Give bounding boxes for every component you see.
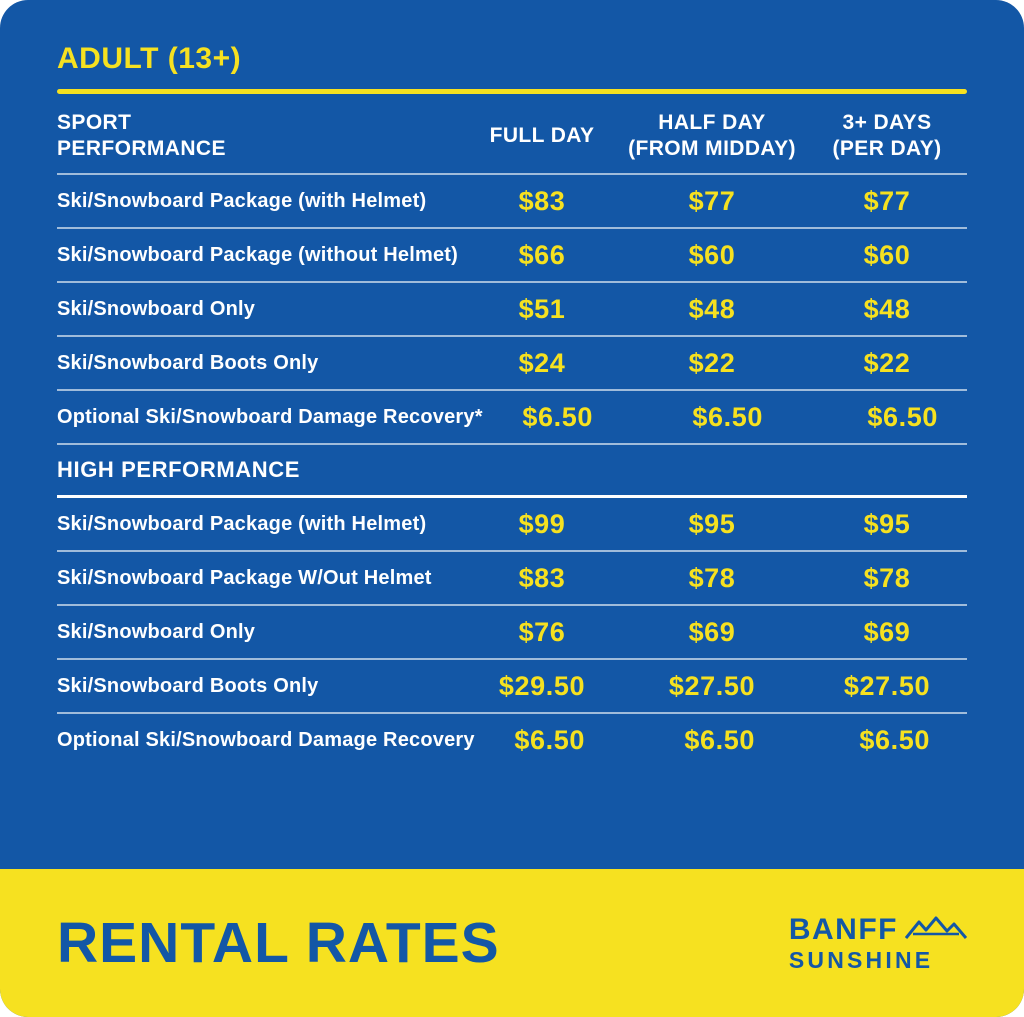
table-header-row: SPORT PERFORMANCE FULL DAY HALF DAY (FRO…	[57, 94, 967, 173]
price-full-day: $51	[518, 293, 566, 324]
price-half-day: $78	[688, 562, 736, 593]
row-label: Ski/Snowboard Only	[57, 620, 256, 643]
rates-content: ADULT (13+) SPORT PERFORMANCE FULL DAY H…	[57, 42, 967, 766]
row-label: Ski/Snowboard Package (with Helmet)	[57, 512, 427, 535]
price-multi-day: $6.50	[859, 724, 930, 755]
price-full-day: $6.50	[514, 724, 585, 755]
table-row: Ski/Snowboard Boots Only $29.50 $27.50 $…	[57, 658, 967, 712]
section-header-high-performance: HIGH PERFORMANCE	[57, 443, 967, 495]
title-divider	[57, 89, 967, 94]
price-full-day: $6.50	[522, 401, 593, 432]
price-full-day: $66	[518, 239, 566, 270]
price-half-day: $6.50	[692, 401, 763, 432]
row-label: Ski/Snowboard Boots Only	[57, 351, 319, 374]
table-row: Optional Ski/Snowboard Damage Recovery* …	[57, 389, 967, 443]
price-full-day: $83	[518, 562, 566, 593]
row-label: Ski/Snowboard Package (with Helmet)	[57, 189, 427, 212]
table-row: Ski/Snowboard Boots Only $24 $22 $22	[57, 335, 967, 389]
price-half-day: $77	[688, 185, 736, 216]
column-header-full-day: FULL DAY	[489, 123, 595, 147]
table-row: Ski/Snowboard Package (without Helmet) $…	[57, 227, 967, 281]
page-title: ADULT (13+)	[57, 42, 242, 75]
table-row: Optional Ski/Snowboard Damage Recovery $…	[57, 712, 967, 766]
price-multi-day: $69	[863, 616, 911, 647]
price-multi-day: $95	[863, 508, 911, 539]
footer-title: RENTAL RATES	[57, 911, 500, 975]
price-full-day: $99	[518, 508, 566, 539]
table-row: Ski/Snowboard Package W/Out Helmet $83 $…	[57, 550, 967, 604]
price-multi-day: $78	[863, 562, 911, 593]
price-full-day: $24	[518, 347, 566, 378]
price-full-day: $83	[518, 185, 566, 216]
price-half-day: $22	[688, 347, 736, 378]
table-row: Ski/Snowboard Only $51 $48 $48	[57, 281, 967, 335]
row-label: Ski/Snowboard Package (without Helmet)	[57, 243, 458, 266]
mountain-icon	[904, 916, 968, 944]
column-header-multi-day: 3+ DAYS (PER DAY)	[832, 111, 942, 160]
row-label: Ski/Snowboard Package W/Out Helmet	[57, 566, 432, 589]
table-row: Ski/Snowboard Package (with Helmet) $99 …	[57, 495, 967, 550]
price-half-day: $95	[688, 508, 736, 539]
price-half-day: $6.50	[684, 724, 755, 755]
row-label: Optional Ski/Snowboard Damage Recovery*	[57, 405, 483, 428]
banff-sunshine-logo: BANFF SUNSHINE	[788, 912, 968, 973]
price-half-day: $60	[688, 239, 736, 270]
price-multi-day: $48	[863, 293, 911, 324]
price-multi-day: $77	[863, 185, 911, 216]
row-label: Optional Ski/Snowboard Damage Recovery	[57, 728, 475, 751]
price-half-day: $69	[688, 616, 736, 647]
table-row: Ski/Snowboard Only $76 $69 $69	[57, 604, 967, 658]
section-title: HIGH PERFORMANCE	[57, 457, 301, 483]
row-label: Ski/Snowboard Only	[57, 297, 256, 320]
price-half-day: $27.50	[668, 670, 756, 701]
price-multi-day: $27.50	[843, 670, 931, 701]
price-full-day: $76	[518, 616, 566, 647]
row-label: Ski/Snowboard Boots Only	[57, 674, 319, 697]
logo-banff-text: BANFF	[788, 912, 898, 946]
price-half-day: $48	[688, 293, 736, 324]
price-multi-day: $22	[863, 347, 911, 378]
logo-sunshine-text: SUNSHINE	[788, 946, 934, 973]
column-header-half-day: HALF DAY (FROM MIDDAY)	[628, 111, 796, 160]
price-full-day: $29.50	[498, 670, 586, 701]
price-multi-day: $60	[863, 239, 911, 270]
table-row: Ski/Snowboard Package (with Helmet) $83 …	[57, 173, 967, 227]
column-header-sport-performance: SPORT PERFORMANCE	[57, 111, 226, 160]
footer-band: RENTAL RATES BANFF SUNSHINE	[0, 869, 1024, 1017]
price-multi-day: $6.50	[867, 401, 938, 432]
